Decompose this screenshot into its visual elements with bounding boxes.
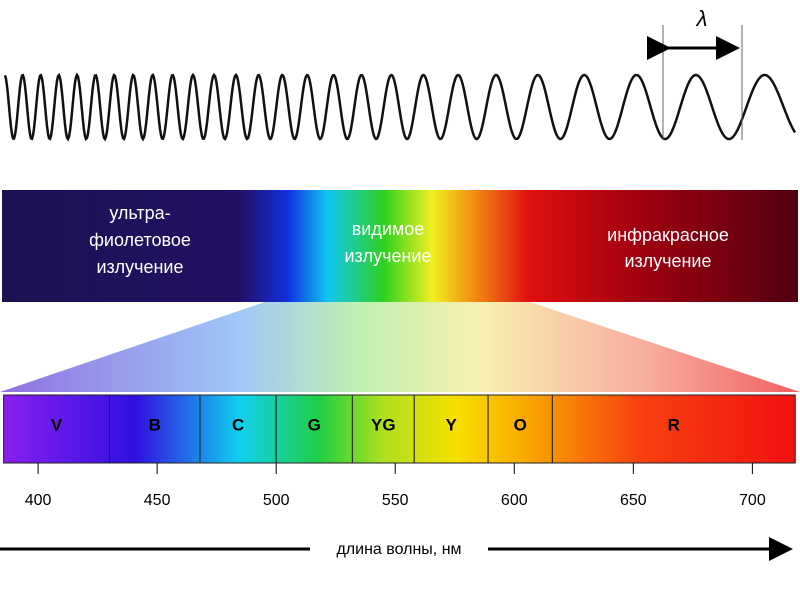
band-label: O — [514, 415, 527, 434]
region-label: видимое — [352, 219, 425, 239]
dynamic: ультра-фиолетовое излучение видимое излучен… — [3, 203, 796, 509]
region-label: ультра- — [109, 203, 170, 223]
band — [413, 394, 489, 464]
region-label: излучение — [96, 257, 183, 277]
band — [351, 394, 415, 464]
axis-label: длина волны, нм — [336, 541, 461, 558]
band-label: R — [668, 415, 680, 434]
tick-label: 450 — [144, 492, 171, 509]
tick-label: 600 — [501, 492, 528, 509]
tick-label: 700 — [739, 492, 766, 509]
band-label: B — [149, 415, 161, 434]
band — [199, 394, 277, 464]
region-label: излучение — [624, 251, 711, 271]
band-label: Y — [446, 415, 458, 434]
wave — [3, 72, 797, 142]
tick-label: 500 — [263, 492, 290, 509]
region-label: фиолетовое — [89, 230, 191, 250]
region-label: излучение — [344, 246, 431, 266]
band-label: V — [51, 415, 63, 434]
visible-fan — [0, 302, 800, 392]
band — [3, 394, 111, 464]
band — [109, 394, 201, 464]
band-label: G — [308, 415, 321, 434]
band-label: C — [232, 415, 244, 434]
band — [275, 394, 353, 464]
band — [551, 394, 796, 464]
band — [487, 394, 553, 464]
tick-label: 400 — [25, 492, 52, 509]
lambda-label: λ — [696, 6, 708, 31]
region-label: инфракрасное — [607, 225, 729, 245]
band-label: YG — [371, 415, 396, 434]
spectrum-band — [2, 190, 798, 302]
tick-label: 550 — [382, 492, 409, 509]
tick-label: 650 — [620, 492, 647, 509]
